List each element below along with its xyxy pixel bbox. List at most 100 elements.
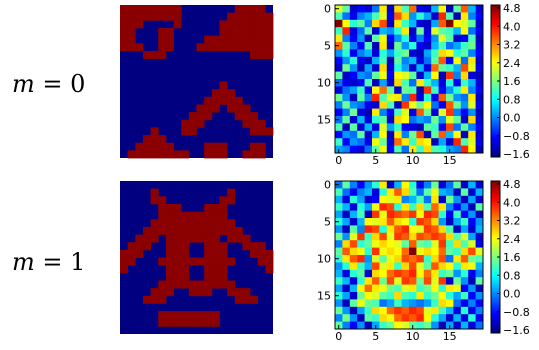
heatmap-cell [364, 299, 373, 308]
heatmap-cell [423, 321, 432, 330]
heatmap-cell [438, 269, 447, 278]
binary-pixel [181, 234, 190, 243]
binary-pixel [234, 112, 243, 121]
heatmap-cell [372, 34, 380, 43]
heatmap-cell [475, 71, 484, 80]
heatmap-cell [409, 138, 417, 146]
heatmap-cell [401, 247, 410, 256]
heatmap-cell [386, 269, 395, 278]
heatmap-cell [416, 210, 425, 219]
heatmap-cell [409, 123, 417, 132]
heatmap-cell [349, 218, 358, 226]
heatmap-cell [453, 145, 462, 154]
heatmap-cell [468, 210, 476, 219]
heatmap-cell [475, 27, 484, 35]
heatmap-cell [453, 262, 462, 271]
heatmap-cell [423, 195, 432, 204]
binary-pixel [181, 127, 190, 136]
heatmap-cell [394, 225, 402, 234]
binary-pixel [173, 203, 182, 212]
heatmap-cell [379, 5, 388, 13]
heatmap-cell [446, 101, 454, 109]
heatmap-cell [342, 284, 351, 293]
heatmap-cell [409, 49, 417, 58]
heatmap-cell [475, 34, 484, 43]
heatmap-cell [438, 306, 447, 315]
binary-pixel [158, 50, 167, 59]
heatmap-cell [446, 284, 454, 293]
binary-pixel [165, 35, 174, 44]
heatmap-cell [386, 292, 395, 300]
heatmap-cell [386, 277, 395, 285]
heatmap-cell [342, 49, 351, 58]
heatmap-cell [409, 64, 417, 72]
binary-pixel [150, 188, 159, 197]
heatmap-cell [423, 101, 432, 109]
binary-pixel [196, 234, 205, 243]
heatmap-cell [475, 195, 484, 204]
heatmap-cell [342, 42, 351, 50]
binary-pixel [120, 27, 129, 36]
heatmap-cell [416, 123, 425, 132]
binary-pixel [211, 203, 220, 212]
heatmap-cell [364, 108, 373, 117]
heatmap-cell [460, 130, 469, 139]
heatmap-cell [475, 101, 484, 109]
binary-pixel [173, 234, 182, 243]
heatmap-cell [335, 299, 343, 308]
heatmap-cell [409, 108, 417, 117]
heatmap-cell [372, 292, 380, 300]
heatmap-cell [372, 314, 380, 322]
heatmap-cell [453, 284, 462, 293]
heatmap-cell [394, 255, 402, 263]
binary-pixel [234, 104, 243, 113]
heatmap-cell [401, 42, 410, 50]
heatmap-cell [379, 27, 388, 35]
heatmap-cell [423, 255, 432, 263]
heatmap-cell [416, 64, 425, 72]
heatmap-cell [416, 27, 425, 35]
heatmap-cell [460, 269, 469, 278]
binary-pixel [188, 226, 197, 235]
heatmap-cell [475, 225, 484, 234]
heatmap-cell [475, 284, 484, 293]
heatmap-cell [416, 116, 425, 124]
heatmap-cell [423, 64, 432, 72]
binary-pixel [211, 96, 220, 105]
heatmap-cell [364, 277, 373, 285]
heatmap-cell [409, 292, 417, 300]
heatmap-cell [379, 284, 388, 293]
heatmap-cell [438, 314, 447, 322]
heatmap-cell [342, 130, 351, 139]
heatmap-cell [460, 123, 469, 132]
binary-pixel [219, 226, 228, 235]
heatmap-cell [401, 145, 410, 154]
heatmap-cell [335, 130, 343, 139]
heatmap-cell [446, 49, 454, 58]
heatmap-cell [409, 93, 417, 102]
heatmap-cell [453, 108, 462, 117]
binary-pixel [142, 234, 151, 243]
heatmap-cell [357, 79, 365, 87]
heatmap-cell [364, 123, 373, 132]
heatmap-cell [335, 277, 343, 285]
heatmap-cell [438, 64, 447, 72]
binary-pixel [150, 295, 159, 304]
label-eq: = 0 [42, 70, 86, 98]
heatmap-cell [394, 101, 402, 109]
heatmap-cell [438, 203, 447, 211]
heatmap-cell [357, 5, 365, 13]
heatmap-cell [468, 42, 476, 50]
colorbar-tick-label: 4.0 [503, 20, 521, 33]
heatmap-cell [438, 42, 447, 50]
heatmap-cell [342, 247, 351, 256]
binary-pixel [158, 5, 167, 14]
heatmap-cell [460, 225, 469, 234]
heatmap-cell [416, 181, 425, 189]
heatmap-cell [438, 12, 447, 21]
binary-pixel [242, 288, 251, 297]
binary-pixel [211, 265, 220, 274]
heatmap-cell [342, 292, 351, 300]
heatmap-cell [431, 5, 439, 13]
heatmap-cell [386, 188, 395, 197]
